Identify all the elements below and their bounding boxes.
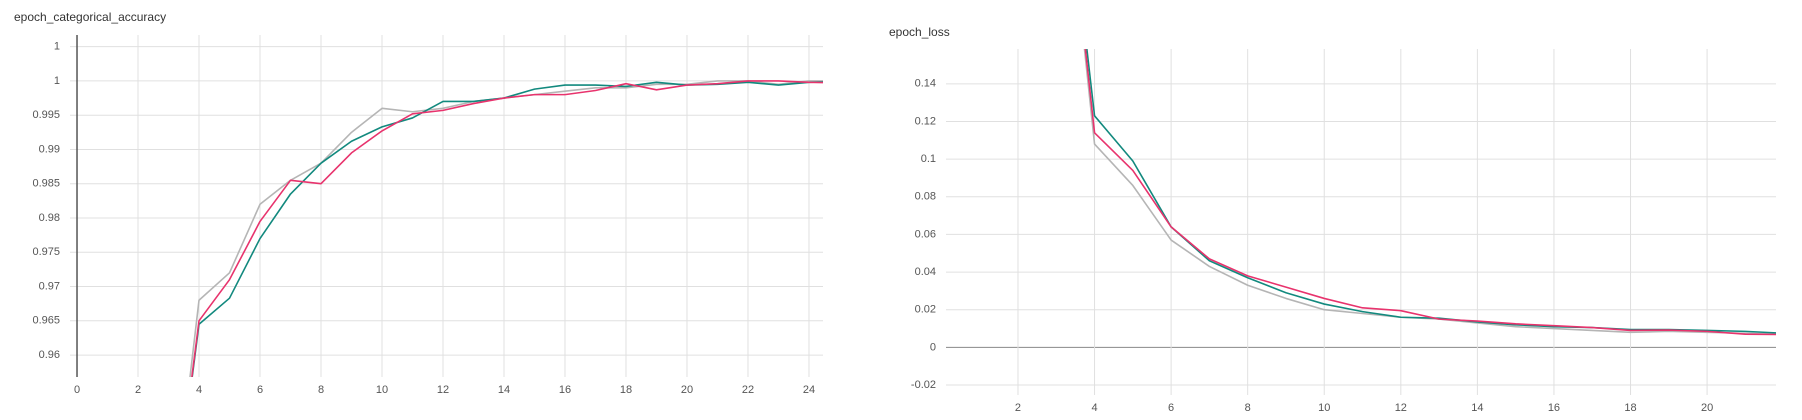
x-tick-label: 8 bbox=[318, 384, 324, 396]
x-tick-label: 6 bbox=[1168, 402, 1174, 414]
series-line bbox=[1084, 49, 1776, 336]
x-tick-label: 10 bbox=[376, 384, 388, 396]
y-tick-label: 1 bbox=[54, 41, 60, 53]
x-tick-label: 16 bbox=[559, 384, 571, 396]
x-tick-label: 16 bbox=[1548, 402, 1560, 414]
y-tick-label: 0.985 bbox=[32, 178, 60, 190]
x-tick-label: 20 bbox=[1701, 402, 1713, 414]
x-tick-label: 14 bbox=[1471, 402, 1483, 414]
chart-title: epoch_categorical_accuracy bbox=[14, 10, 166, 24]
y-tick-label: 0.975 bbox=[32, 246, 60, 258]
chart-title: epoch_loss bbox=[889, 25, 950, 39]
plot-area bbox=[189, 80, 823, 377]
x-tick-label: 14 bbox=[498, 384, 510, 396]
y-tick-label: 0.965 bbox=[32, 315, 60, 327]
y-tick-label: 1 bbox=[54, 75, 60, 87]
y-tick-label: 0.99 bbox=[39, 143, 60, 155]
y-tick-label: 0.04 bbox=[915, 266, 936, 278]
y-tick-label: 0.995 bbox=[32, 109, 60, 121]
x-tick-label: 2 bbox=[1015, 402, 1021, 414]
y-tick-label: 0.12 bbox=[915, 115, 936, 127]
x-tick-label: 10 bbox=[1318, 402, 1330, 414]
y-tick-label: 0.98 bbox=[39, 212, 60, 224]
y-tick-label: 0 bbox=[930, 341, 936, 353]
y-tick-label: -0.02 bbox=[911, 379, 936, 391]
x-tick-label: 24 bbox=[803, 384, 815, 396]
y-tick-label: 0.02 bbox=[915, 304, 936, 316]
x-tick-label: 22 bbox=[742, 384, 754, 396]
y-tick-label: 0.08 bbox=[915, 191, 936, 203]
x-tick-label: 6 bbox=[257, 384, 263, 396]
x-tick-label: 20 bbox=[681, 384, 693, 396]
x-tick-label: 8 bbox=[1245, 402, 1251, 414]
x-tick-label: 18 bbox=[1624, 402, 1636, 414]
plot-area bbox=[1083, 49, 1776, 336]
series-line bbox=[1086, 49, 1776, 334]
y-tick-label: 0.14 bbox=[915, 78, 936, 90]
x-tick-label: 0 bbox=[74, 384, 80, 396]
y-tick-label: 0.97 bbox=[39, 280, 60, 292]
x-tick-label: 18 bbox=[620, 384, 632, 396]
x-tick-label: 2 bbox=[135, 384, 141, 396]
y-tick-label: 0.96 bbox=[39, 349, 60, 361]
series-line bbox=[191, 80, 823, 377]
x-tick-label: 4 bbox=[1091, 402, 1097, 414]
x-tick-label: 12 bbox=[1395, 402, 1407, 414]
y-tick-label: 0.06 bbox=[915, 228, 936, 240]
x-tick-label: 4 bbox=[196, 384, 202, 396]
series-line bbox=[1083, 49, 1776, 335]
y-tick-label: 0.1 bbox=[921, 153, 936, 165]
x-tick-label: 12 bbox=[437, 384, 449, 396]
